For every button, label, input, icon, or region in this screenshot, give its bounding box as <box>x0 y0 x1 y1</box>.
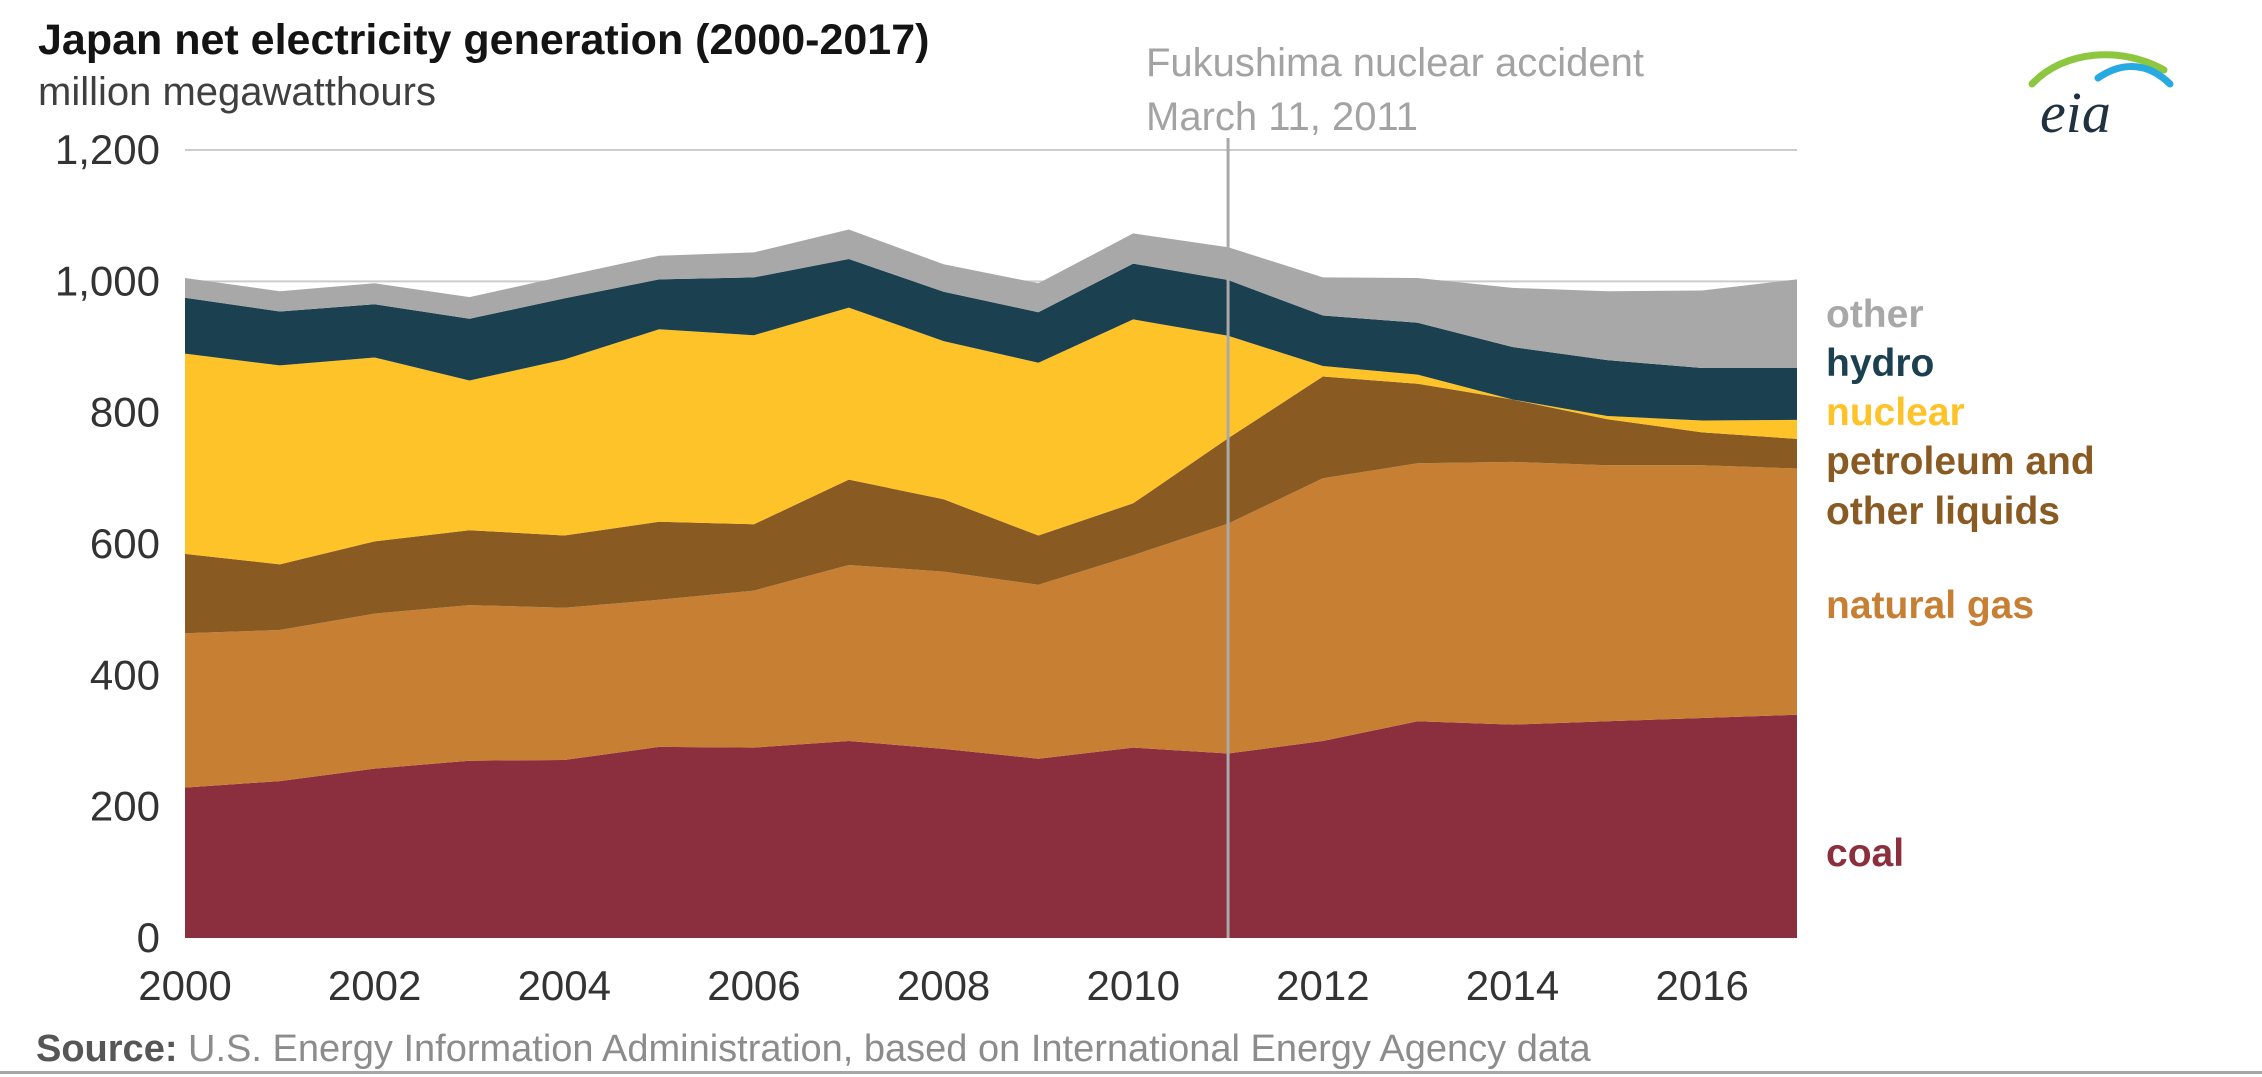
x-tick-label-2008: 2008 <box>897 962 990 1009</box>
annotation-line1: Fukushima nuclear accident <box>1146 41 1645 85</box>
legend-item-other: other <box>1826 293 1924 336</box>
x-tick-label-2016: 2016 <box>1655 962 1748 1009</box>
source-note: Source: U.S. Energy Information Administ… <box>36 1028 1591 1071</box>
x-tick-label-2002: 2002 <box>328 962 421 1009</box>
source-text: U.S. Energy Information Administration, … <box>177 1028 1591 1070</box>
source-label: Source: <box>36 1028 178 1070</box>
y-tick-label-0: 0 <box>137 914 160 961</box>
legend-item-nuclear: nuclear <box>1826 391 1965 434</box>
x-tick-label-2000: 2000 <box>138 962 231 1009</box>
y-tick-label-200: 200 <box>90 783 160 830</box>
area-nuclear <box>185 307 1797 565</box>
logo-swoosh-green-icon <box>2028 51 2168 88</box>
legend-item-natural-gas: natural gas <box>1826 584 2035 627</box>
y-tick-label-1000: 1,000 <box>55 257 160 304</box>
x-tick-label-2004: 2004 <box>518 962 611 1009</box>
annotation-line2: March 11, 2011 <box>1146 95 1419 139</box>
area-petroleum-and-other-liquids <box>185 376 1797 634</box>
legend-item-hydro: hydro <box>1826 342 1935 385</box>
y-tick-label-1200: 1,200 <box>55 126 160 173</box>
y-tick-label-600: 600 <box>90 520 160 567</box>
legend-item-petroleum: petroleum and other liquids <box>1826 440 2095 533</box>
chart-title: Japan net electricity generation (2000-2… <box>38 16 930 64</box>
area-hydro <box>185 259 1797 421</box>
fukushima-annotation: Fukushima nuclear accident March 11, 201… <box>1146 36 1644 144</box>
x-tick-label-2006: 2006 <box>707 962 800 1009</box>
x-tick-label-2010: 2010 <box>1087 962 1180 1009</box>
chart-subtitle: million megawatthours <box>38 70 436 114</box>
area-natural-gas <box>185 461 1797 788</box>
y-tick-label-400: 400 <box>90 651 160 698</box>
x-tick-label-2012: 2012 <box>1276 962 1369 1009</box>
x-tick-label-2014: 2014 <box>1466 962 1559 1009</box>
legend-item-coal: coal <box>1826 832 1905 875</box>
y-tick-label-800: 800 <box>90 389 160 436</box>
area-other <box>185 229 1797 368</box>
bottom-rule <box>0 1071 2262 1074</box>
logo-text: eia <box>2040 80 2111 145</box>
logo-swoosh-blue-icon <box>2094 63 2174 88</box>
area-coal <box>185 714 1797 938</box>
eia-logo: eia <box>2012 40 2182 151</box>
